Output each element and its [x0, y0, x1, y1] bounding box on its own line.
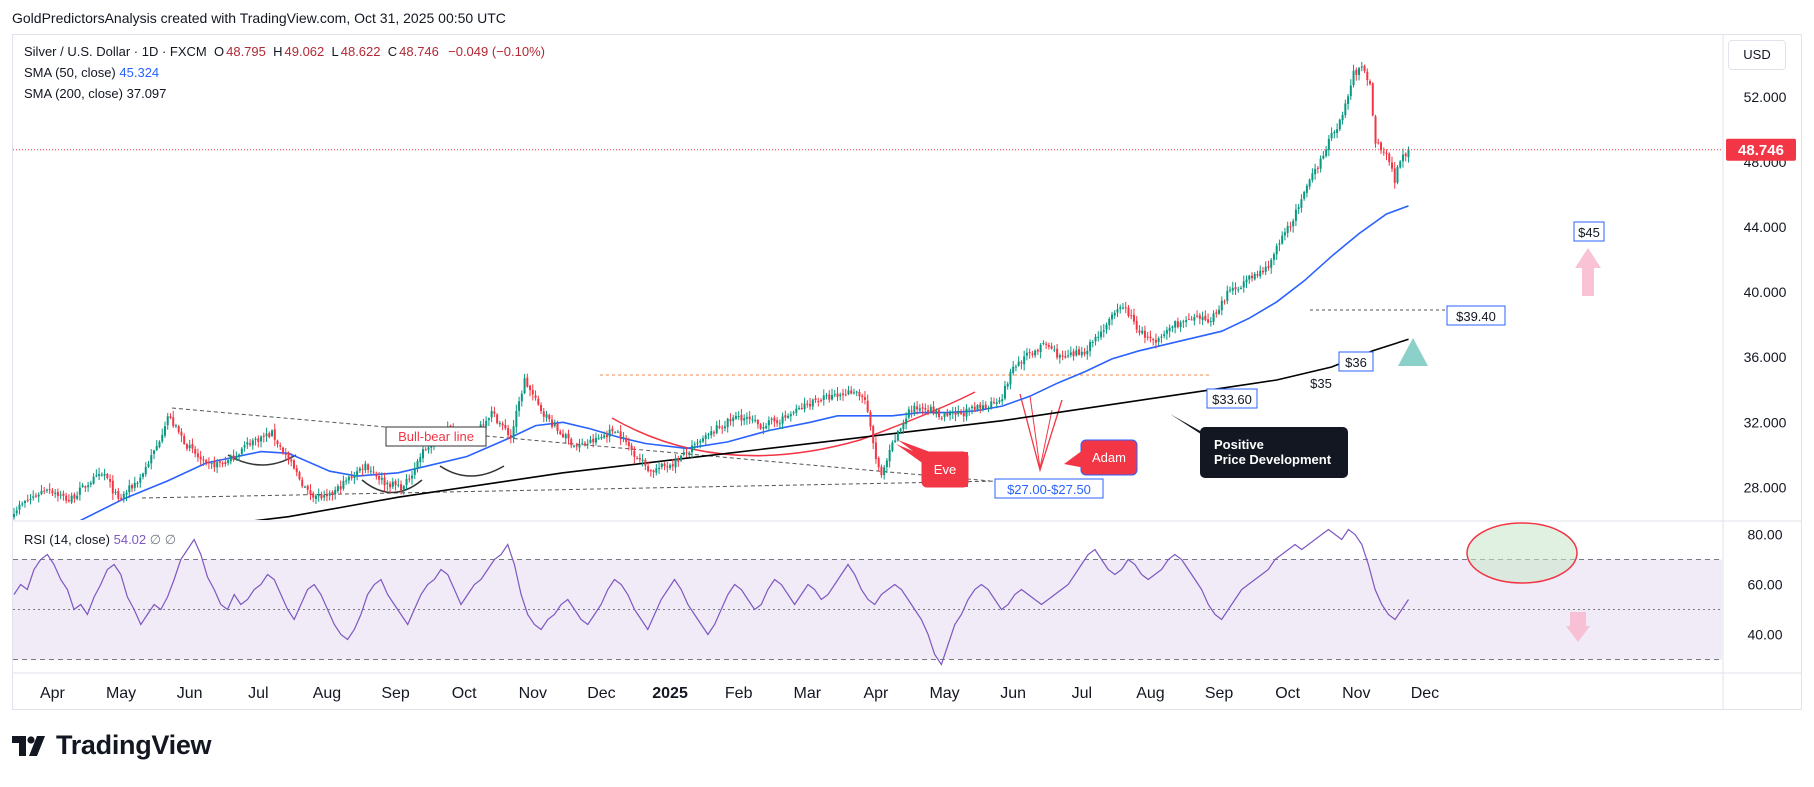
- ohlc-low: 48.622: [340, 44, 381, 59]
- symbol-legend: Silver / U.S. Dollar · 1D · FXCM O 48.795…: [24, 44, 545, 59]
- ohlc-high: 49.062: [284, 44, 325, 59]
- currency-button[interactable]: USD: [1728, 40, 1786, 70]
- ohlc-low-label: L: [331, 44, 339, 59]
- rsi-legend[interactable]: RSI (14, close) 54.02 ∅ ∅: [24, 532, 176, 548]
- sma50-legend[interactable]: SMA (50, close) 45.324: [24, 65, 159, 80]
- ohlc-close: 48.746: [399, 44, 439, 59]
- sma50-value: 45.324: [119, 65, 160, 80]
- rsi-extra-2: ∅: [164, 532, 177, 547]
- rsi-label: RSI (14, close): [24, 532, 110, 547]
- sma200-label: SMA (200, close): [24, 86, 123, 101]
- ohlc-change: −0.049 (−0.10%): [448, 44, 545, 59]
- sma200-value: 37.097: [126, 86, 167, 101]
- tradingview-logo-icon: [12, 735, 45, 756]
- ohlc-close-label: C: [387, 44, 398, 59]
- rsi-extra-1: ∅: [149, 532, 162, 547]
- ohlc-open-label: O: [213, 44, 225, 59]
- header-caption: GoldPredictorsAnalysis created with Trad…: [12, 10, 506, 26]
- ohlc-open: 48.795: [226, 44, 266, 59]
- chart-frame: [12, 34, 1802, 710]
- symbol-name[interactable]: Silver / U.S. Dollar · 1D · FXCM: [24, 44, 207, 59]
- tradingview-logo[interactable]: TradingView: [12, 730, 212, 761]
- sma200-legend[interactable]: SMA (200, close) 37.097: [24, 86, 166, 101]
- rsi-value: 54.02: [113, 532, 147, 547]
- ohlc-high-label: H: [273, 44, 283, 59]
- tradingview-brand: TradingView: [56, 730, 212, 760]
- sma50-label: SMA (50, close): [24, 65, 116, 80]
